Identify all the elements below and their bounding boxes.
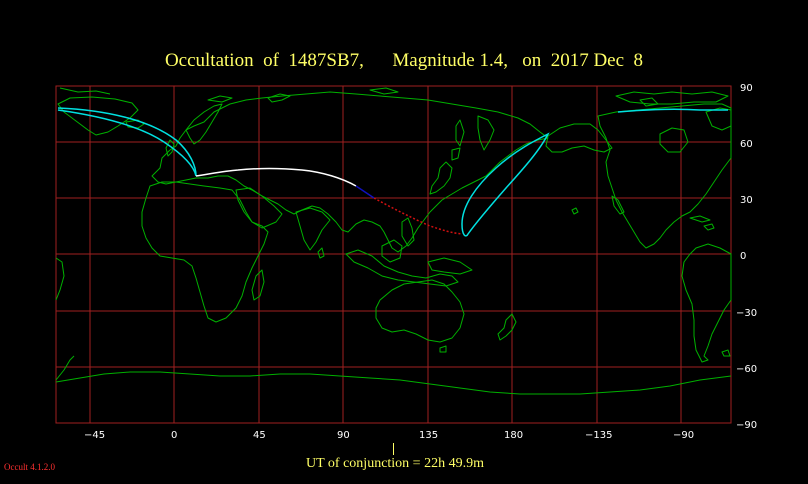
coast-antarctic-peninsula <box>55 355 75 381</box>
coast-greenland-north <box>59 87 111 95</box>
lat-tick-label: 30 <box>740 195 753 206</box>
coast-borneo <box>381 239 403 263</box>
coast-africa <box>141 181 269 323</box>
lat-tick-label: 0 <box>740 251 747 262</box>
conjunction-marker <box>393 443 394 455</box>
coast-hudson-bay <box>659 127 689 153</box>
coast-sri-lanka <box>317 247 325 259</box>
coast-iceland <box>125 119 145 129</box>
path-limit-west-upper <box>57 107 197 177</box>
lon-tick-label: 180 <box>504 430 524 441</box>
coast-antarctica <box>55 371 732 395</box>
coast-baja <box>611 195 625 215</box>
map-title: Occultation of 1487SB7, Magnitude 1.4, o… <box>164 50 644 71</box>
coast-caribbean <box>689 215 715 231</box>
coast-south-america <box>681 243 732 363</box>
coast-hawaii <box>571 207 579 215</box>
coast-new-zealand <box>497 313 517 341</box>
coast-kamchatka <box>477 115 495 151</box>
coast-scandinavia <box>185 103 223 145</box>
coast-canadian-arctic <box>615 91 729 107</box>
lat-tick-label: −90 <box>736 420 758 431</box>
lon-tick-label: 45 <box>253 430 266 441</box>
coast-greenland <box>57 96 139 136</box>
coast-novaya-zemlya <box>267 93 291 103</box>
coast-madagascar <box>251 269 265 301</box>
coast-falklands <box>721 349 731 357</box>
coast-north-america <box>597 103 732 249</box>
coast-philippines <box>401 217 415 247</box>
lat-tick-label: 60 <box>740 139 753 150</box>
lat-tick-label: 90 <box>740 83 753 94</box>
coast-new-guinea <box>427 257 473 275</box>
central-path-day <box>195 167 357 187</box>
path-limit-west-lower <box>57 109 197 177</box>
coast-south-america-east <box>55 257 65 301</box>
coast-japan <box>429 147 461 195</box>
coast-greenland-west <box>705 107 732 131</box>
lon-tick-label: −45 <box>84 430 106 441</box>
coast-indonesia <box>345 249 459 287</box>
lon-tick-label: 90 <box>337 430 350 441</box>
conjunction-time-label: UT of conjunction = 22h 49.9m <box>306 456 484 471</box>
lat-tick-label: −30 <box>736 308 758 319</box>
central-path-twilight <box>355 185 375 199</box>
coast-sakhalin <box>455 119 465 147</box>
lon-tick-label: 135 <box>419 430 439 441</box>
coast-eurasia <box>151 91 549 253</box>
coast-tasmania <box>439 345 447 353</box>
lat-tick-label: −60 <box>736 364 758 375</box>
path-limit-east-loop <box>461 132 550 237</box>
coast-arabia <box>235 187 283 229</box>
coastlines <box>55 87 732 395</box>
coast-australia <box>375 279 465 343</box>
occultation-paths <box>57 107 728 237</box>
lon-tick-label: 0 <box>171 430 178 441</box>
coast-india <box>295 207 331 251</box>
lon-tick-label: −90 <box>673 430 695 441</box>
version-label: Occult 4.1.2.0 <box>4 462 55 472</box>
coast-arctic-islands <box>207 87 399 103</box>
coast-alaska <box>545 123 613 153</box>
lon-tick-label: −135 <box>585 430 613 441</box>
path-limit-northamerica <box>617 108 728 113</box>
